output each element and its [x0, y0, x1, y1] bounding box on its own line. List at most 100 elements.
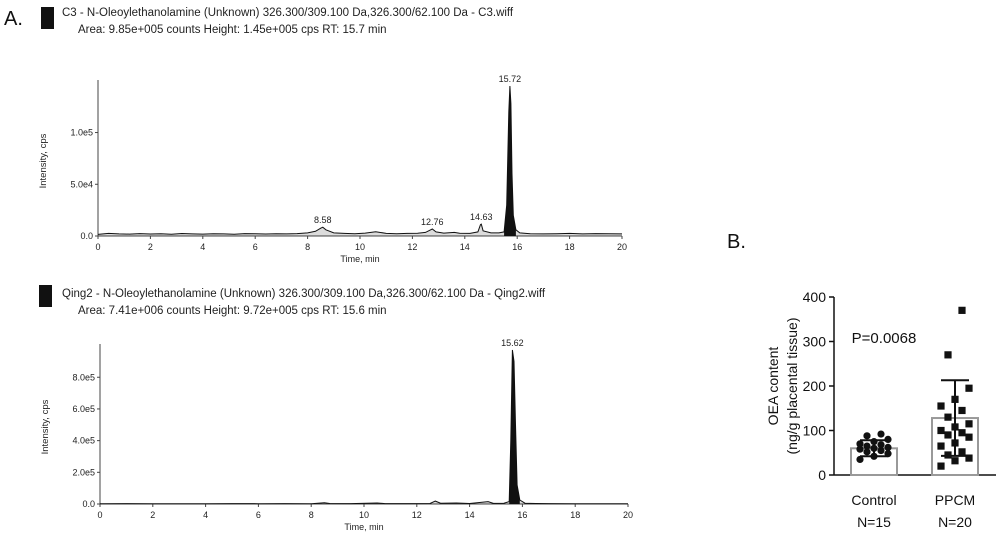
chrom1-main-peak [504, 86, 516, 236]
chrom1-y-tick-label: 5.0e4 [70, 179, 93, 189]
chrom1-x-tick-label: 8 [305, 242, 310, 252]
data-point-square [965, 420, 973, 428]
chrom1-x-tick-label: 12 [407, 242, 417, 252]
data-point-circle [863, 432, 871, 440]
chrom1-y-axis-label: Intensity, cps [38, 133, 49, 188]
chrom1-x-tick-label: 4 [200, 242, 205, 252]
chrom1-x-tick-label: 20 [617, 242, 627, 252]
chrom2-x-tick-label: 18 [570, 510, 580, 520]
data-point-circle [863, 442, 871, 450]
chrom1-x-tick-label: 0 [95, 242, 100, 252]
chrom1-header-sub: Area: 9.85e+005 counts Height: 1.45e+005… [78, 24, 387, 36]
data-point-square [944, 431, 952, 439]
panel-a-label: A. [4, 8, 23, 30]
data-point-circle [856, 455, 864, 464]
bar-y-tick-label: 100 [803, 423, 827, 439]
chrom1-x-tick-label: 16 [512, 242, 522, 252]
data-point-square [965, 433, 973, 441]
chrom2-x-tick-label: 2 [150, 510, 155, 520]
chrom1-x-tick-label: 14 [460, 242, 470, 252]
data-point-square [965, 454, 973, 462]
chrom1-x-axis-label: Time, min [340, 254, 379, 264]
chrom1-peak-label: 14.63 [470, 212, 493, 222]
chrom2-x-tick-label: 14 [465, 510, 475, 520]
data-point-square [951, 423, 959, 431]
chrom2-trace [99, 349, 628, 505]
bar-y-tick-label: 0 [818, 467, 826, 483]
chrom1-x-tick-label: 10 [355, 242, 365, 252]
data-point-square [937, 426, 945, 435]
data-point-circle [877, 446, 885, 455]
data-point-circle [884, 435, 892, 443]
bar-y-tick-label: 300 [803, 334, 827, 350]
chrom1-y-tick-label: 1.0e5 [70, 128, 93, 138]
chrom2-y-axis-label: Intensity, cps [40, 399, 51, 454]
chrom2-x-tick-label: 4 [203, 510, 208, 520]
chrom2-x-tick-label: 16 [517, 510, 527, 520]
chrom2-header-sub: Area: 7.41e+006 counts Height: 9.72e+005… [78, 305, 387, 317]
chrom1-x-tick-label: 6 [253, 242, 258, 252]
chrom2-x-tick-label: 0 [97, 510, 102, 520]
chrom2-x-tick-label: 12 [412, 510, 422, 520]
data-point-square [958, 448, 966, 456]
chrom2-x-tick-label: 20 [623, 510, 633, 520]
bar-y-axis-label: (ng/g placental tissue) [784, 318, 800, 455]
chrom2-main-peak [509, 350, 520, 504]
data-point-circle [870, 444, 878, 452]
chrom1-y-tick-label: 0.0 [80, 231, 93, 241]
data-point-square [944, 451, 952, 459]
chrom2-x-axis-label: Time, min [344, 522, 383, 532]
chrom1-header-title: C3 - N-Oleoylethanolamine (Unknown) 326.… [62, 7, 514, 19]
data-point-circle [856, 445, 864, 453]
chrom2-area [100, 350, 628, 504]
bar-category-label: PPCM [935, 492, 975, 508]
bar-category-label: Control [851, 492, 896, 508]
data-point-circle [870, 452, 878, 460]
sample-marker-icon [39, 285, 52, 307]
data-point-square [951, 457, 959, 465]
bar-category-n: N=20 [938, 514, 972, 530]
chrom2-x-tick-label: 10 [359, 510, 369, 520]
chrom1-x-tick-label: 2 [148, 242, 153, 252]
chrom1-trace [97, 85, 623, 235]
data-point-square [937, 462, 945, 470]
chrom2-y-tick-label: 8.0e5 [72, 372, 95, 382]
data-point-circle [870, 438, 878, 446]
bar-y-tick-label: 400 [803, 289, 827, 305]
data-point-square [937, 442, 945, 450]
data-point-square [944, 351, 952, 359]
sample-marker-icon [41, 7, 54, 29]
bar-category-n: N=15 [857, 514, 891, 530]
data-point-square [958, 429, 966, 437]
data-point-square [965, 384, 973, 392]
data-point-square [951, 439, 959, 447]
data-point-square [944, 413, 952, 421]
data-point-square [958, 406, 966, 415]
data-point-square [951, 395, 959, 403]
chrom2-x-tick-label: 6 [256, 510, 261, 520]
data-point-circle [863, 448, 871, 456]
data-point-circle [856, 440, 864, 448]
bar-y-tick-label: 200 [803, 378, 827, 394]
chrom1-peak-label: 8.58 [314, 215, 332, 225]
data-point-circle [877, 441, 885, 449]
chrom1-peak-label: 12.76 [421, 217, 444, 227]
data-point-circle [877, 430, 885, 438]
chrom2-y-tick-label: 6.0e5 [72, 404, 95, 414]
chrom1-area [98, 86, 622, 236]
chrom2-y-tick-label: 2.0e5 [72, 467, 95, 477]
chrom2-x-tick-label: 8 [309, 510, 314, 520]
chrom2-y-tick-label: 0.0 [82, 499, 95, 509]
chrom2-header-title: Qing2 - N-Oleoylethanolamine (Unknown) 3… [62, 288, 546, 300]
data-point-circle [884, 450, 892, 458]
chrom1-peak-label: 15.72 [499, 74, 522, 84]
bar-y-axis-label: OEA content [765, 347, 781, 426]
panel-b-label: B. [727, 231, 746, 253]
p-value-annotation: P=0.0068 [852, 330, 917, 347]
data-point-circle [884, 443, 892, 452]
data-point-square [958, 306, 966, 314]
chrom1-x-tick-label: 18 [565, 242, 575, 252]
chrom2-y-tick-label: 4.0e5 [72, 436, 95, 446]
chrom2-peak-label: 15.62 [501, 338, 524, 348]
